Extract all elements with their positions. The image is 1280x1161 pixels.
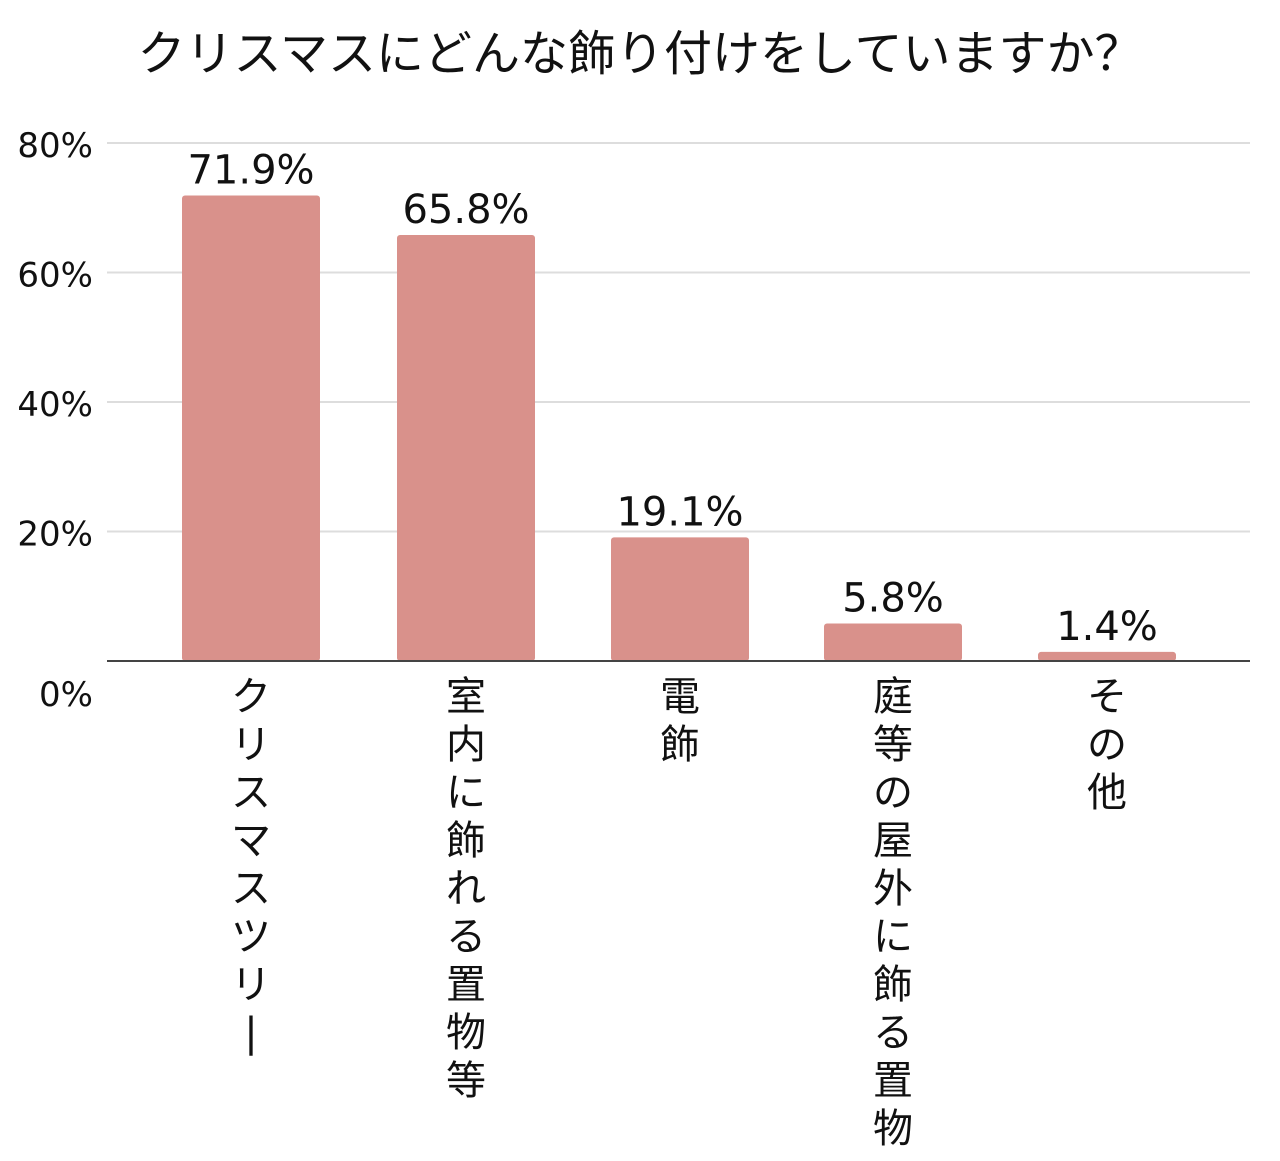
y-tick-label: 40%: [17, 385, 93, 425]
data-label: 71.9%: [187, 147, 314, 193]
y-tick-label: 80%: [17, 126, 93, 166]
chart-title: クリスマスにどんな飾り付けをしていますか？: [137, 26, 1143, 82]
y-tick-label: 0%: [39, 675, 93, 715]
y-tick-label: 20%: [17, 515, 93, 555]
x-tick-label: 室内に飾れる置物等: [446, 674, 486, 1104]
y-tick-label: 60%: [17, 256, 93, 296]
x-tick-label: 庭等の屋外に飾る置物: [873, 674, 913, 1152]
bar: [1038, 651, 1176, 661]
data-label: 5.8%: [842, 575, 944, 621]
x-tick-label: その他: [1087, 674, 1127, 816]
data-label: 65.8%: [402, 187, 529, 233]
bar: [182, 195, 320, 661]
x-tick-label: 電飾: [660, 674, 700, 768]
data-label: 1.4%: [1056, 604, 1158, 650]
bar: [611, 537, 749, 661]
x-tick-label: クリスマスツリ|: [231, 674, 271, 1056]
bar: [824, 623, 962, 661]
data-label: 19.1%: [616, 489, 743, 535]
bar: [397, 234, 535, 661]
